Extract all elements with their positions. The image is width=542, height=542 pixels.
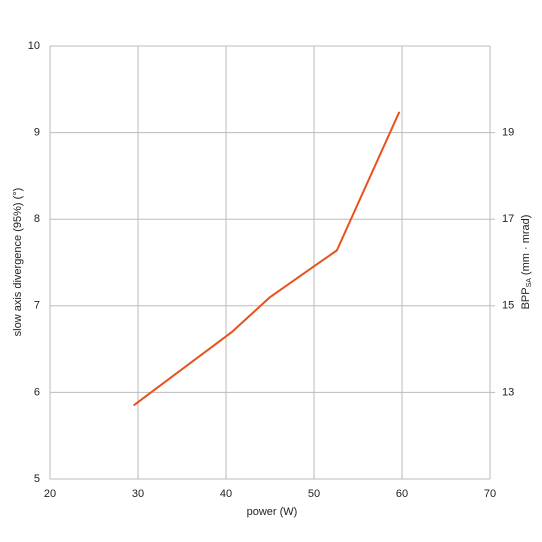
y2-tick-label: 19 bbox=[502, 127, 514, 139]
x-tick-label: 40 bbox=[220, 488, 232, 500]
y-tick-label: 7 bbox=[34, 300, 40, 312]
y-tick-label: 8 bbox=[34, 213, 40, 225]
x-tick-label: 50 bbox=[308, 488, 320, 500]
x-axis-label: power (W) bbox=[247, 506, 298, 518]
y2-label-main: BPP bbox=[520, 287, 532, 309]
x-tick-label: 60 bbox=[396, 488, 408, 500]
y-tick-label: 10 bbox=[28, 40, 40, 52]
y2-axis-label: BPPSA (mm · mrad) bbox=[520, 215, 533, 310]
y-tick-label: 6 bbox=[34, 386, 40, 398]
x-tick-label: 70 bbox=[484, 488, 496, 500]
y2-label-unit: (mm · mrad) bbox=[520, 215, 532, 276]
y2-tick-label: 17 bbox=[502, 213, 514, 225]
y2-tick-label: 13 bbox=[502, 386, 514, 398]
y-tick-label: 5 bbox=[34, 473, 40, 485]
y2-label-sub: SA bbox=[526, 278, 533, 288]
data-line bbox=[133, 111, 401, 407]
x-tick-label: 20 bbox=[44, 488, 56, 500]
y2-tick-label: 15 bbox=[502, 300, 514, 312]
y-axis-label: slow axis divergence (95%) (°) bbox=[12, 188, 24, 337]
y-tick-label: 9 bbox=[34, 127, 40, 139]
x-tick-label: 30 bbox=[132, 488, 144, 500]
